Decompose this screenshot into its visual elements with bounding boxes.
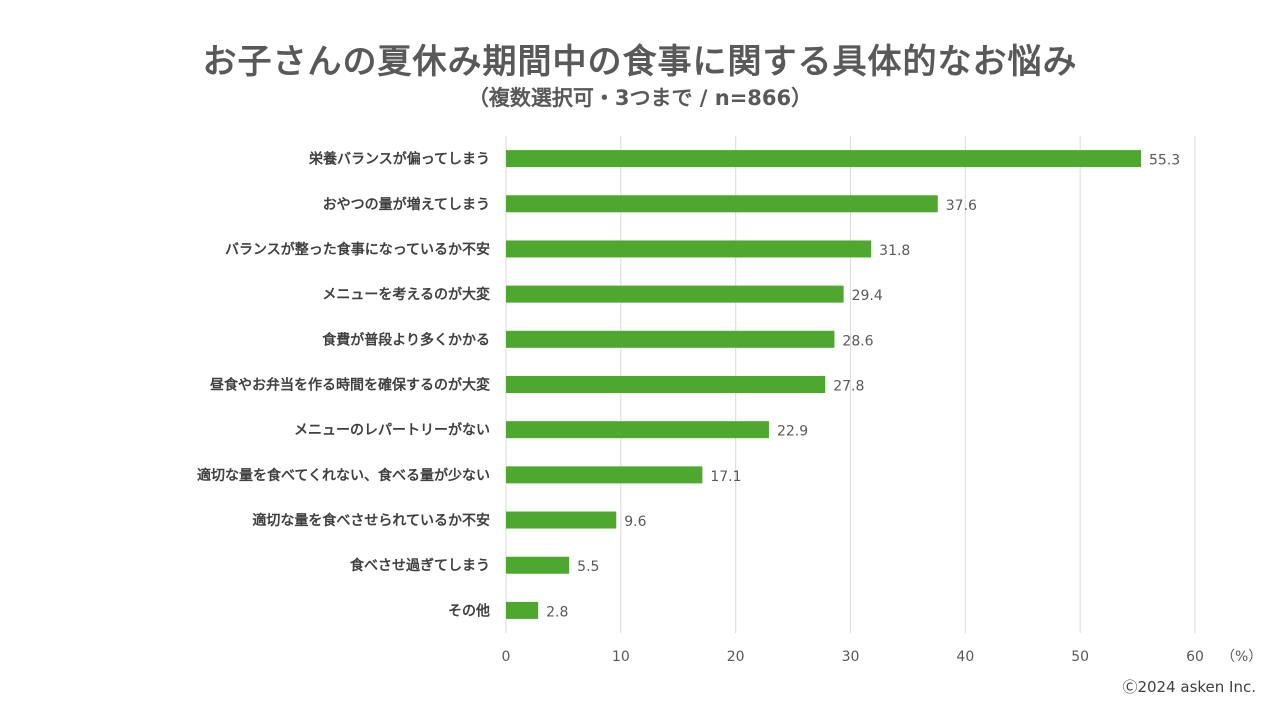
- chart-title: お子さんの夏休み期間中の食事に関する具体的なお悩み: [202, 42, 1078, 82]
- value-label: 55.3: [1149, 153, 1180, 169]
- x-tick-label: 40: [956, 649, 974, 665]
- x-tick-label: 0: [502, 649, 511, 665]
- bar: [506, 511, 617, 529]
- bar: [506, 466, 703, 484]
- bar: [506, 421, 769, 439]
- bar: [506, 330, 835, 348]
- value-label: 5.5: [577, 559, 599, 575]
- value-label: 17.1: [710, 469, 741, 485]
- bars: [506, 150, 1142, 619]
- category-label: その他: [448, 602, 490, 619]
- value-label: 2.8: [546, 604, 568, 620]
- x-axis-unit-label: （%）: [1221, 649, 1262, 665]
- x-axis-ticks: 0 10 20 30 40 50 60: [502, 649, 1204, 665]
- category-labels: 栄養バランスが偏ってしまうおやつの量が増えてしまうバランスが整った食事になってい…: [197, 151, 490, 620]
- value-label: 29.4: [852, 288, 883, 304]
- category-label: おやつの量が増えてしまう: [323, 196, 490, 213]
- category-label: 食べさせ過ぎてしまう: [350, 557, 490, 574]
- x-tick-label: 50: [1071, 649, 1089, 665]
- category-label: 食費が普段より多くかかる: [322, 331, 490, 348]
- bar: [506, 150, 1142, 168]
- x-tick-label: 10: [612, 649, 630, 665]
- value-label: 37.6: [946, 198, 977, 214]
- category-label: バランスが整った食事になっているか不安: [225, 241, 490, 258]
- copyright-notice: Ⓒ2024 asken Inc.: [1122, 678, 1256, 696]
- bar: [506, 556, 570, 574]
- x-tick-label: 30: [842, 649, 860, 665]
- value-label: 9.6: [624, 514, 646, 530]
- value-label: 28.6: [842, 333, 873, 349]
- x-tick-label: 20: [727, 649, 745, 665]
- x-tick-label: 60: [1186, 649, 1204, 665]
- bar: [506, 195, 938, 213]
- category-label: メニューを考えるのが大変: [322, 286, 490, 303]
- category-label: メニューのレパートリーがない: [294, 422, 490, 439]
- chart-subtitle: （複数選択可・3つまで / n=866）: [467, 86, 813, 110]
- category-label: 適切な量を食べてくれない、食べる量が少ない: [197, 467, 490, 484]
- value-label: 27.8: [833, 379, 864, 395]
- bar: [506, 285, 844, 303]
- bar: [506, 240, 872, 258]
- category-label: 栄養バランスが偏ってしまう: [308, 151, 490, 168]
- category-label: 適切な量を食べさせられているか不安: [252, 512, 490, 529]
- category-label: 昼食やお弁当を作る時間を確保するのが大変: [210, 377, 490, 394]
- value-label: 31.8: [879, 243, 910, 259]
- bar: [506, 376, 826, 393]
- value-label: 22.9: [777, 424, 808, 440]
- value-labels: 55.3 37.6 31.8 29.4 28.6 27.8 22.9 17.1 9.6 5.5 2.…: [546, 153, 1180, 621]
- bar: [506, 601, 539, 619]
